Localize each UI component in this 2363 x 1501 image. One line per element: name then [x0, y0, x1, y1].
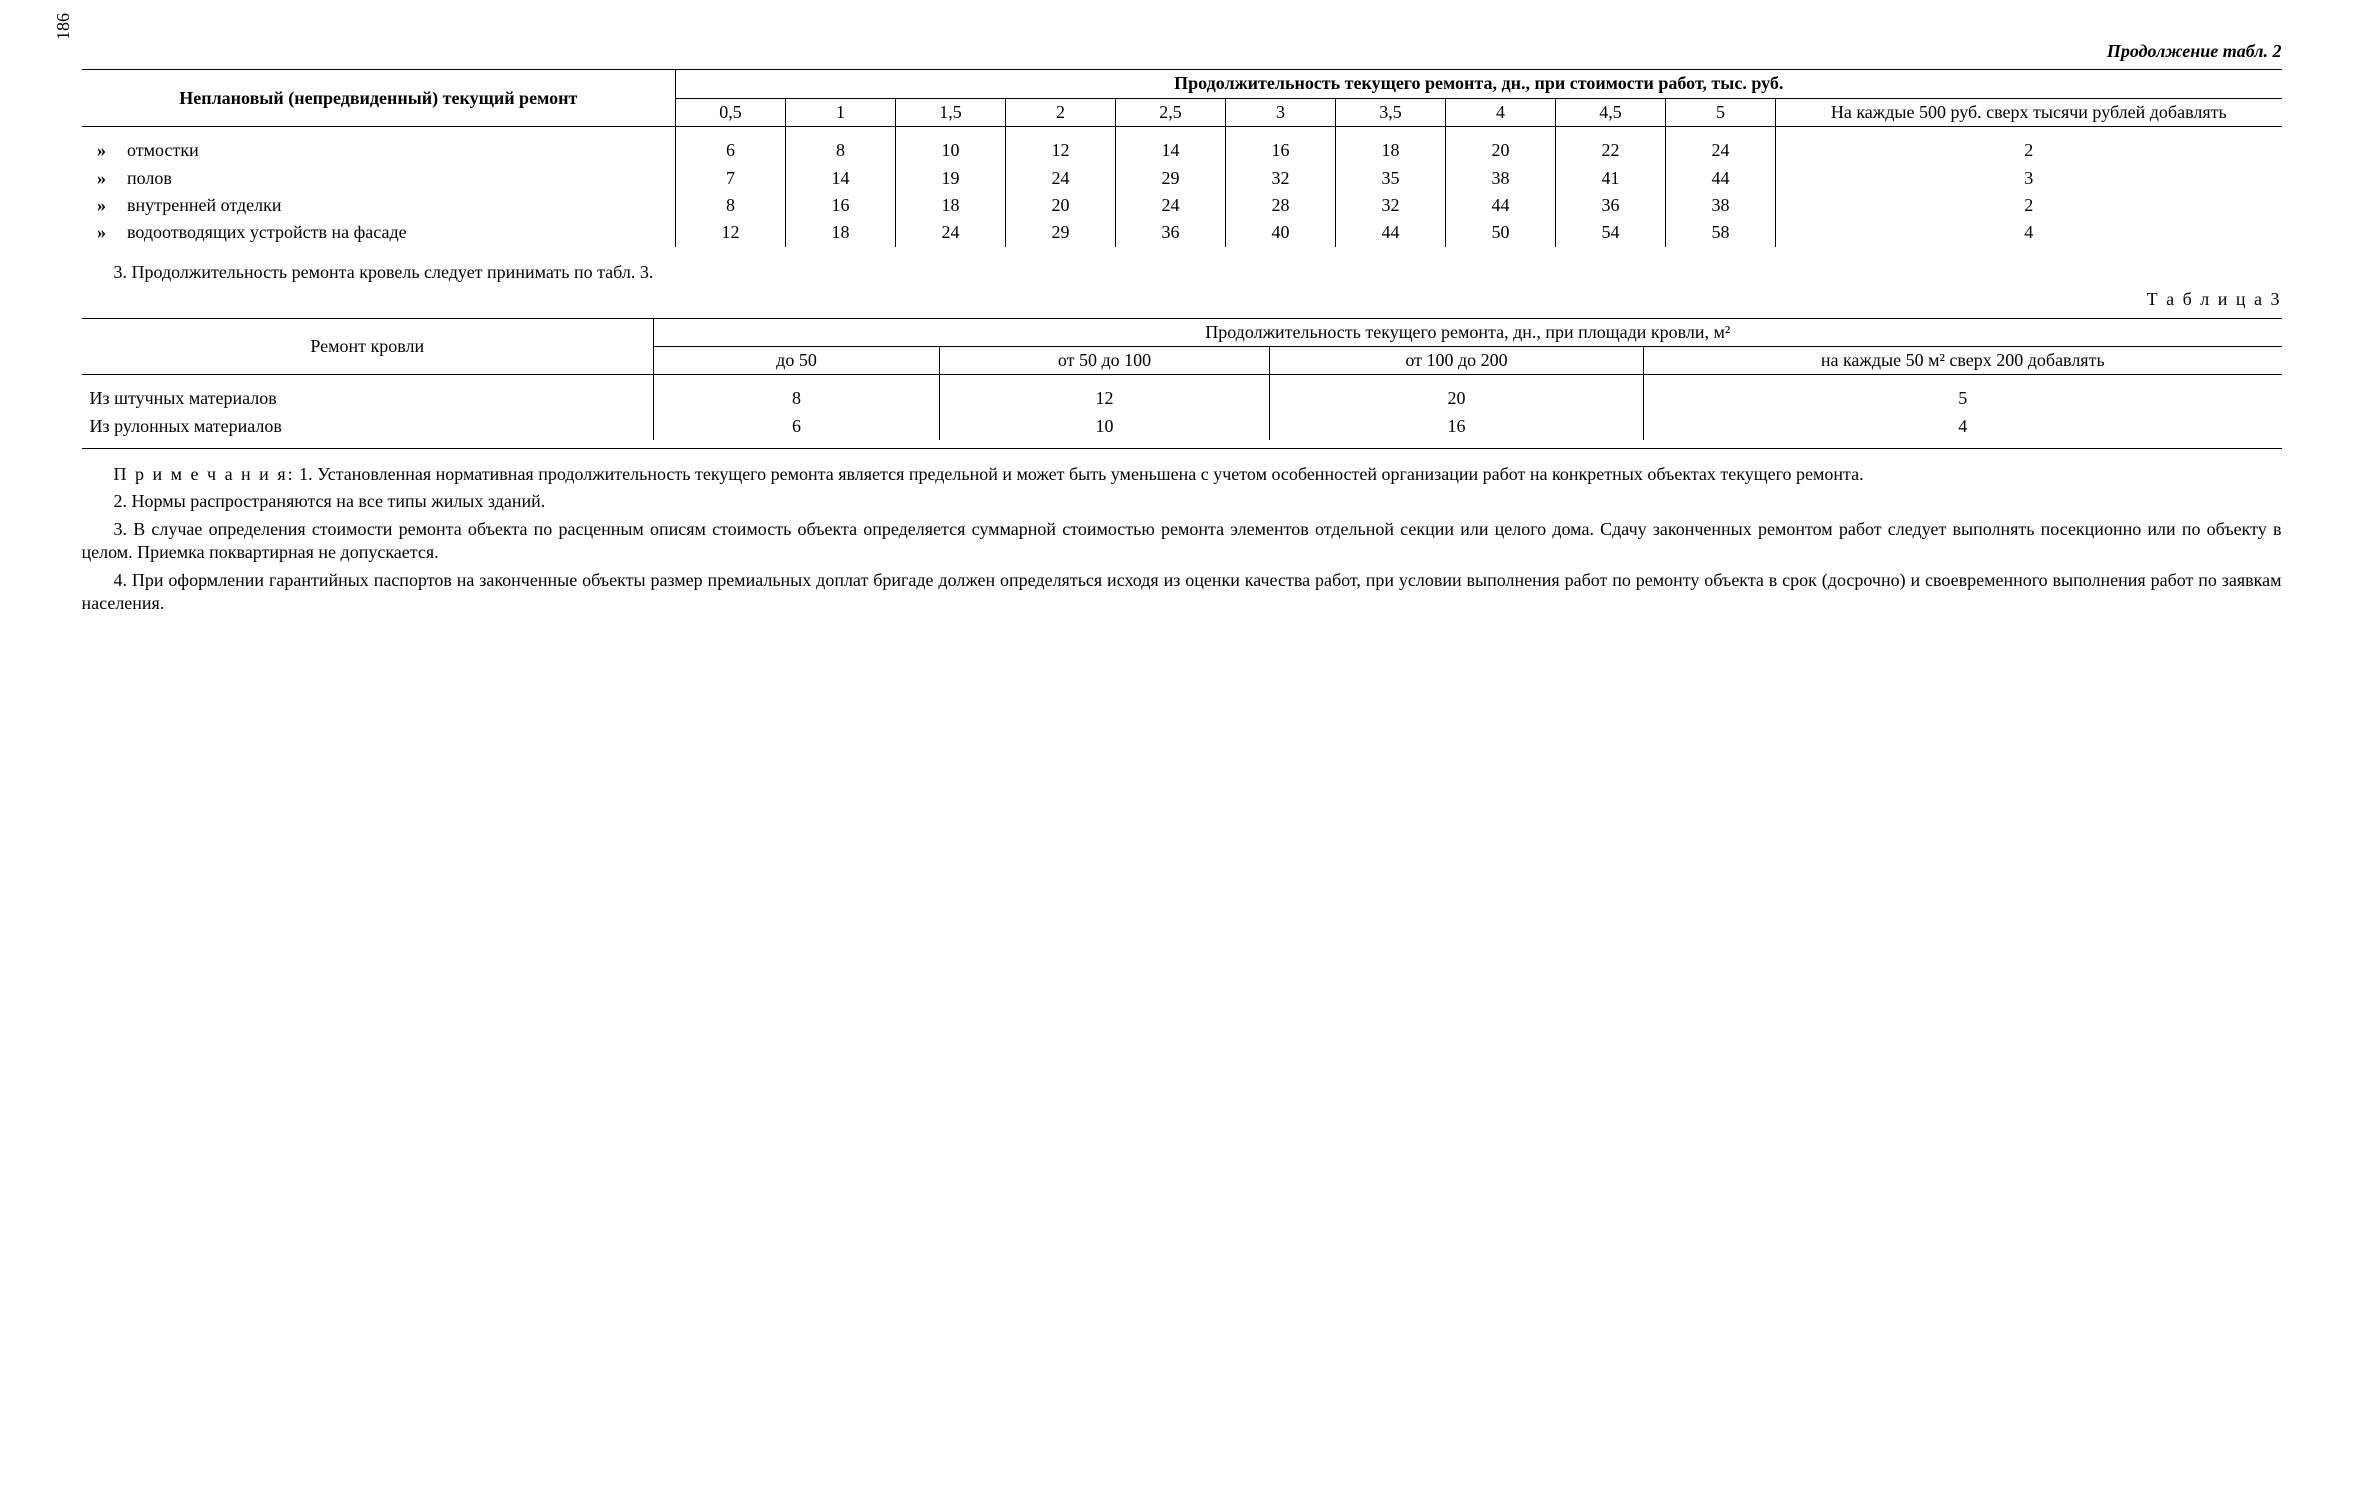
- cell: 38: [1446, 165, 1556, 192]
- table2-col-1: 1: [786, 98, 896, 126]
- table3-top-header: Продолжительность текущего ремонта, дн.,…: [654, 318, 2282, 346]
- cell: 24: [896, 219, 1006, 246]
- cell: 20: [1006, 192, 1116, 219]
- cell: 28: [1226, 192, 1336, 219]
- notes-para-1: П р и м е ч а н и я: 1. Установленная но…: [82, 463, 2282, 486]
- cell: 50: [1446, 219, 1556, 246]
- table-row: Из штучных материалов 8 12 20 5: [82, 385, 2282, 412]
- inter-text: 3. Продолжительность ремонта кровель сле…: [82, 261, 2282, 284]
- cell: 5: [1644, 385, 2282, 412]
- page-number: 186: [52, 13, 75, 40]
- cell: 36: [1116, 219, 1226, 246]
- cell: 12: [1006, 137, 1116, 164]
- table-row: » внутренней отделки 8 16 18 20 24 28 32…: [82, 192, 2282, 219]
- cell: 44: [1446, 192, 1556, 219]
- row-label: Из штучных материалов: [82, 385, 654, 412]
- cell: 16: [786, 192, 896, 219]
- cell: 58: [1666, 219, 1776, 246]
- note-2: 2. Нормы распространяются на все типы жи…: [82, 490, 2282, 513]
- table-row: » отмостки 6 8 10 12 14 16 18 20 22 24 2: [82, 137, 2282, 164]
- cell: 44: [1336, 219, 1446, 246]
- cell: 41: [1556, 165, 1666, 192]
- table2-left-header: Неплановый (непредвиденный) текущий ремо…: [82, 70, 676, 127]
- table2-caption: Продолжение табл. 2: [82, 40, 2282, 63]
- cell: 22: [1556, 137, 1666, 164]
- table3: Ремонт кровли Продолжительность текущего…: [82, 318, 2282, 450]
- cell: 8: [676, 192, 786, 219]
- cell: 10: [896, 137, 1006, 164]
- cell: 40: [1226, 219, 1336, 246]
- cell: 29: [1116, 165, 1226, 192]
- cell: 4: [1776, 219, 2282, 246]
- cell: 3: [1776, 165, 2282, 192]
- cell: 24: [1116, 192, 1226, 219]
- table3-col-1: от 50 до 100: [940, 346, 1270, 374]
- row-label-cell: » внутренней отделки: [82, 192, 676, 219]
- row-label-cell: » полов: [82, 165, 676, 192]
- table3-col-2: от 100 до 200: [1270, 346, 1644, 374]
- table-row: » полов 7 14 19 24 29 32 35 38 41 44 3: [82, 165, 2282, 192]
- table2-col-6: 3,5: [1336, 98, 1446, 126]
- note-1-text: 1. Установленная нормативная продолжител…: [299, 464, 1864, 484]
- cell: 8: [786, 137, 896, 164]
- table3-left-header: Ремонт кровли: [82, 318, 654, 375]
- cell: 18: [1336, 137, 1446, 164]
- cell: 32: [1336, 192, 1446, 219]
- cell: 12: [676, 219, 786, 246]
- cell: 24: [1006, 165, 1116, 192]
- cell: 12: [940, 385, 1270, 412]
- row-label-cell: » водоотводящих устройств на фасаде: [82, 219, 676, 246]
- row-label: полов: [127, 168, 172, 188]
- cell: 7: [676, 165, 786, 192]
- table2-col-5: 3: [1226, 98, 1336, 126]
- note-4: 4. При оформлении гарантийных паспортов …: [82, 569, 2282, 616]
- table3-col-3: на каждые 50 м² сверх 200 добавлять: [1644, 346, 2282, 374]
- cell: 18: [786, 219, 896, 246]
- table2-col-3: 2: [1006, 98, 1116, 126]
- cell: 4: [1644, 413, 2282, 440]
- cell: 20: [1446, 137, 1556, 164]
- table2-col-8: 4,5: [1556, 98, 1666, 126]
- cell: 36: [1556, 192, 1666, 219]
- table2-col-9: 5: [1666, 98, 1776, 126]
- cell: 44: [1666, 165, 1776, 192]
- table2-col-2: 1,5: [896, 98, 1006, 126]
- cell: 16: [1226, 137, 1336, 164]
- cell: 54: [1556, 219, 1666, 246]
- table3-caption: Т а б л и ц а 3: [82, 288, 2282, 311]
- row-label: отмостки: [127, 140, 199, 160]
- cell: 32: [1226, 165, 1336, 192]
- cell: 6: [654, 413, 940, 440]
- cell: 16: [1270, 413, 1644, 440]
- cell: 38: [1666, 192, 1776, 219]
- cell: 14: [1116, 137, 1226, 164]
- cell: 35: [1336, 165, 1446, 192]
- cell: 19: [896, 165, 1006, 192]
- notes-lead: П р и м е ч а н и я:: [114, 464, 295, 484]
- cell: 8: [654, 385, 940, 412]
- table3-col-0: до 50: [654, 346, 940, 374]
- table2-top-header: Продолжительность текущего ремонта, дн.,…: [676, 70, 2282, 98]
- row-label: внутренней отделки: [127, 195, 282, 215]
- cell: 2: [1776, 192, 2282, 219]
- row-label-cell: » отмостки: [82, 137, 676, 164]
- cell: 6: [676, 137, 786, 164]
- table2-col-7: 4: [1446, 98, 1556, 126]
- table-row: » водоотводящих устройств на фасаде 12 1…: [82, 219, 2282, 246]
- cell: 18: [896, 192, 1006, 219]
- row-label: Из рулонных материалов: [82, 413, 654, 440]
- table2-col-0: 0,5: [676, 98, 786, 126]
- table2-extra-col: На каждые 500 руб. сверх тысячи рублей д…: [1776, 98, 2282, 126]
- cell: 29: [1006, 219, 1116, 246]
- table2-col-4: 2,5: [1116, 98, 1226, 126]
- cell: 2: [1776, 137, 2282, 164]
- cell: 10: [940, 413, 1270, 440]
- row-label: водоотводящих устройств на фасаде: [127, 222, 407, 242]
- cell: 14: [786, 165, 896, 192]
- table-row: Из рулонных материалов 6 10 16 4: [82, 413, 2282, 440]
- cell: 20: [1270, 385, 1644, 412]
- note-3: 3. В случае определения стоимости ремонт…: [82, 518, 2282, 565]
- cell: 24: [1666, 137, 1776, 164]
- table2: Неплановый (непредвиденный) текущий ремо…: [82, 69, 2282, 246]
